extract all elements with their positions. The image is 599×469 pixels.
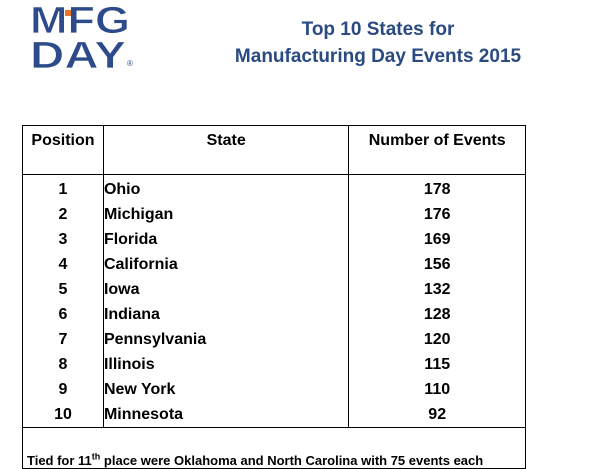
header-state: State	[102, 125, 350, 175]
cell-state: Minnesota	[102, 402, 350, 428]
cell-state: Pennsylvania	[102, 327, 350, 352]
cell-number-of-events: 178	[348, 177, 526, 202]
cell-number-of-events: 132	[348, 277, 526, 302]
table-row: 1 Ohio 178	[22, 177, 526, 202]
table-note-row: Tied for 11th place were Oklahoma and No…	[22, 427, 526, 469]
table-row: 7 Pennsylvania 120	[22, 327, 526, 352]
table-row: 6 Indiana 128	[22, 302, 526, 327]
cell-position: 5	[22, 277, 104, 302]
cell-position: 4	[22, 252, 104, 277]
title-line-1: Top 10 States for	[301, 19, 455, 40]
cell-number-of-events: 120	[348, 327, 526, 352]
cell-state: Florida	[102, 227, 350, 252]
table-header-row: Position State Number of Events	[22, 125, 526, 175]
cell-state: Ohio	[102, 177, 350, 202]
tie-note: Tied for 11th place were Oklahoma and No…	[22, 427, 526, 469]
page-title: Top 10 States for Manufacturing Day Even…	[222, 16, 534, 70]
table-row: 3 Florida 169	[22, 227, 526, 252]
logo-line1: MFG	[30, 0, 130, 42]
cell-position: 7	[22, 327, 104, 352]
cell-state: Iowa	[102, 277, 350, 302]
cell-state: Michigan	[102, 202, 350, 227]
cell-position: 10	[22, 402, 104, 428]
cell-position: 8	[22, 352, 104, 377]
cell-state: Indiana	[102, 302, 350, 327]
events-table: Position State Number of Events 1 Ohio 178…	[22, 125, 526, 469]
cell-state: Illinois	[102, 352, 350, 377]
cell-position: 1	[22, 177, 104, 202]
cell-number-of-events: 115	[348, 352, 526, 377]
logo-accent	[65, 10, 71, 16]
cell-position: 6	[22, 302, 104, 327]
table-row: 10 Minnesota 92	[22, 402, 526, 428]
table-body: 1 Ohio 178 2 Michigan 176 3 Florida 169 4 Californ…	[22, 174, 526, 469]
cell-number-of-events: 92	[348, 402, 526, 428]
table-row: 5 Iowa 132	[22, 277, 526, 302]
title-line-2: Manufacturing Day Events 2015	[234, 46, 522, 67]
cell-number-of-events: 169	[348, 227, 526, 252]
header-number-of-events: Number of Events	[348, 125, 526, 175]
logo-line2: DAY	[30, 35, 126, 72]
cell-number-of-events: 156	[348, 252, 526, 277]
mfg-day-logo: MFG DAY ®	[28, 0, 136, 72]
table-spacer-row	[22, 174, 526, 177]
cell-number-of-events: 110	[348, 377, 526, 402]
table-row: 4 California 156	[22, 252, 526, 277]
cell-position: 9	[22, 377, 104, 402]
cell-state: New York	[102, 377, 350, 402]
table-row: 2 Michigan 176	[22, 202, 526, 227]
table-row: 8 Illinois 115	[22, 352, 526, 377]
cell-number-of-events: 128	[348, 302, 526, 327]
cell-position: 2	[22, 202, 104, 227]
header-position: Position	[22, 125, 104, 175]
logo-registered-mark: ®	[127, 59, 133, 68]
cell-state: California	[102, 252, 350, 277]
table-row: 9 New York 110	[22, 377, 526, 402]
tie-note-superscript: th	[91, 451, 101, 462]
mfg-day-logo-graphic: MFG DAY ®	[30, 0, 133, 72]
cell-number-of-events: 176	[348, 202, 526, 227]
cell-position: 3	[22, 227, 104, 252]
